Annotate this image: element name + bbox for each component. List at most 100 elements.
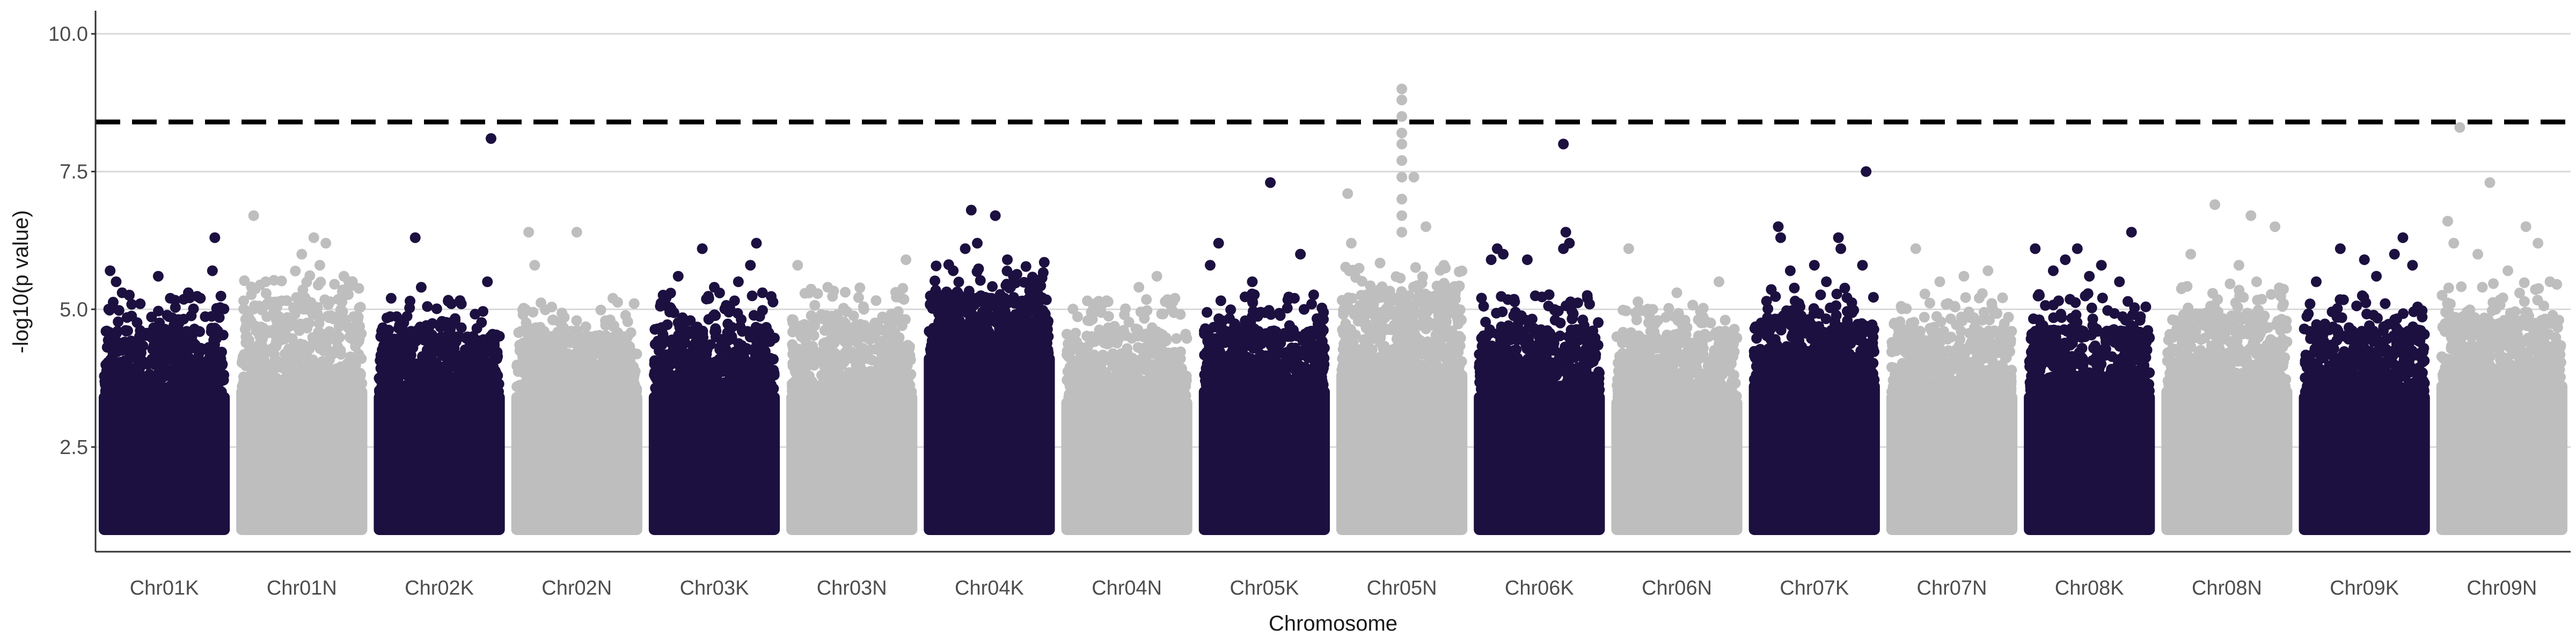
snp-point — [1457, 265, 1468, 276]
snp-point — [107, 386, 119, 398]
snp-point — [1123, 317, 1135, 328]
snp-point — [382, 331, 393, 342]
snp-point — [1120, 303, 1131, 314]
snp-point — [975, 275, 986, 286]
snp-point — [858, 370, 869, 381]
snp-point — [1454, 281, 1465, 292]
snp-point — [944, 307, 955, 318]
snp-point — [131, 317, 143, 328]
chromosome-group-chr05k — [1198, 177, 1330, 535]
snp-point-peak — [1396, 155, 1408, 166]
snp-point-peak — [948, 265, 959, 276]
snp-point — [193, 326, 204, 337]
snp-point — [240, 320, 252, 332]
snp-point-peak — [195, 292, 206, 304]
snp-point — [1213, 343, 1224, 354]
snp-point — [661, 301, 672, 312]
snp-point — [711, 325, 722, 336]
snp-point — [136, 380, 148, 392]
snp-point — [1009, 347, 1020, 358]
snp-point — [840, 287, 851, 298]
snp-point — [324, 312, 335, 323]
snp-point — [1308, 289, 1319, 301]
snp-point — [844, 369, 855, 380]
snp-point — [304, 270, 316, 281]
snp-point — [568, 356, 579, 368]
snp-point — [747, 290, 758, 302]
snp-point — [809, 385, 821, 397]
snp-point — [1318, 314, 1329, 325]
snp-point — [378, 353, 389, 364]
snp-point — [651, 386, 662, 398]
snp-point-peak — [1396, 171, 1408, 182]
snp-point — [752, 386, 763, 397]
snp-point — [200, 375, 211, 386]
snp-point — [1086, 306, 1097, 318]
snp-point — [729, 295, 740, 306]
snp-point — [381, 312, 392, 324]
snp-point — [829, 337, 840, 348]
snp-point — [750, 371, 761, 382]
snp-point — [619, 345, 631, 356]
snp-point — [1066, 392, 1077, 403]
chromosome-group-chr04k — [924, 204, 1055, 535]
snp-point — [557, 308, 568, 319]
snp-point — [904, 350, 916, 361]
snp-point-peak — [207, 265, 218, 276]
chromosome-group-chr06k — [1474, 138, 1605, 535]
snp-point — [214, 312, 225, 323]
snp-point — [180, 382, 192, 393]
snp-point — [462, 331, 473, 342]
snp-point — [293, 372, 304, 384]
snp-point-peak — [1097, 298, 1108, 310]
snp-point — [287, 333, 298, 345]
snp-point — [697, 326, 708, 337]
snp-point — [475, 353, 487, 364]
snp-point — [378, 340, 389, 352]
snp-point-peak — [1408, 171, 1419, 182]
snp-point — [329, 279, 340, 290]
snp-point — [1232, 340, 1243, 351]
snp-point — [1363, 340, 1374, 351]
snp-point — [271, 302, 282, 313]
snp-point — [374, 374, 385, 385]
dense-points-band — [511, 392, 642, 535]
snp-point — [877, 345, 888, 356]
snp-point — [560, 373, 572, 384]
snp-point — [336, 296, 348, 308]
snp-point — [377, 322, 389, 333]
snp-point — [120, 386, 131, 397]
snp-point — [855, 319, 866, 330]
snp-point-peak — [709, 282, 720, 293]
snp-point — [246, 289, 257, 301]
snp-point — [1372, 364, 1383, 376]
snp-point — [435, 384, 446, 396]
snp-point — [898, 294, 910, 305]
snp-point — [980, 346, 992, 357]
snp-point — [1359, 357, 1371, 368]
snp-point — [1141, 294, 1152, 305]
snp-point-peak — [1396, 226, 1408, 238]
snp-point — [1264, 377, 1276, 389]
snp-point-peak — [1438, 260, 1450, 271]
snp-point — [530, 339, 541, 350]
snp-point — [750, 343, 762, 355]
snp-point — [953, 276, 964, 288]
snp-point — [652, 323, 663, 334]
snp-point — [186, 310, 197, 321]
snp-point — [150, 352, 162, 363]
snp-point — [343, 289, 354, 300]
snp-point — [714, 342, 726, 353]
snp-point — [1350, 329, 1361, 340]
snp-point-peak — [1265, 177, 1276, 188]
snp-point — [245, 359, 257, 370]
snp-point — [1360, 323, 1372, 334]
snp-point — [1088, 356, 1100, 368]
snp-point — [1339, 303, 1350, 314]
snp-point — [238, 295, 250, 306]
snp-point — [623, 364, 634, 375]
snp-point — [683, 326, 694, 337]
dense-points-band — [648, 392, 780, 535]
snp-point — [422, 301, 433, 312]
snp-point — [1201, 348, 1212, 360]
